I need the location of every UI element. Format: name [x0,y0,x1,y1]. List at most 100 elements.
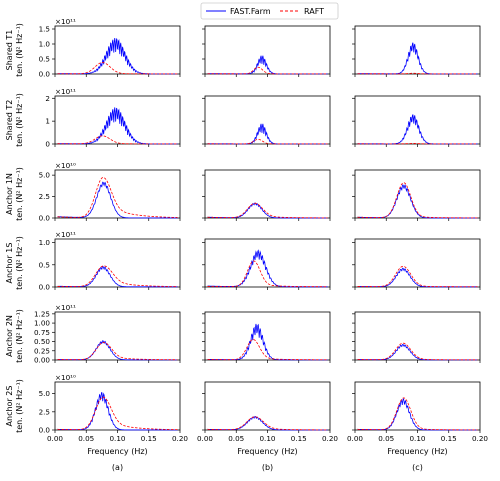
xtick-label: 0.15 [291,434,307,443]
series-fastfarm-line [57,181,178,219]
panel-frame [54,25,181,75]
xtick-label: 0.05 [228,434,244,443]
series-fastfarm-line [357,42,478,75]
ytick-label: 1.5 [39,25,50,34]
series-raft-line [207,416,328,431]
series-raft-line [357,265,478,288]
xtick-label: 0.10 [109,434,125,443]
panel-r4-c2 [352,311,481,363]
panel-r5-c0: 0.0 2.5 5.0 ×10¹⁰ 0.00 0.05 0.10 0.15 0.20 Freque… [39,373,189,472]
series-fastfarm-line [207,202,328,219]
panel-r1-c0: 0 1 2 ×10¹¹ [45,87,181,149]
series-raft-line [57,62,178,75]
ytick-label: 1.00 [34,319,50,328]
series-raft-line [207,66,328,75]
panel-r2-c0: 0.0 2.5 5.0 ×10¹⁰ [39,161,181,223]
ytick-label: 1 [45,117,50,126]
row-ylabel-line2: ten. (N² Hz⁻¹) [15,167,24,221]
ytick-label: 0.0 [39,214,51,223]
panel-r3-c1 [202,238,331,290]
xtick-label: 0.15 [141,434,157,443]
ytick-label: 1.0 [39,238,51,247]
ytick-multiplier: ×10¹⁰ [55,161,76,170]
panel-grid: Shared T1ten. (N² Hz⁻¹) 0.00.51.01.5×10¹¹… [5,17,488,472]
row-ylabel-line2: ten. (N² Hz⁻¹) [15,309,24,363]
row-ylabel-line1: Shared T1 [5,30,14,71]
ytick-label: 0.75 [34,328,50,337]
series-raft-line [357,342,478,361]
series-fastfarm-line [207,415,328,431]
ytick-label: 2.5 [39,407,50,416]
panel-r4-c1 [202,311,331,363]
ytick-label: 5.0 [39,389,51,398]
row-ylabel-5: Anchor 2Sten. (N² Hz⁻¹) [5,379,24,433]
row-ylabel-2: Anchor 1Nten. (N² Hz⁻¹) [5,167,24,221]
series-fastfarm-line [357,114,478,145]
panel-frame [54,238,181,288]
series-raft-line [57,396,178,431]
xtick-label: 0.20 [322,434,338,443]
series-fastfarm-line [57,340,178,361]
legend-frame [200,2,339,20]
panel-frame [354,311,481,361]
panel-frame [204,238,331,288]
panel-r2-c1 [202,169,331,221]
xtick-label: 0.10 [259,434,275,443]
ytick-multiplier: ×10¹¹ [55,17,76,26]
xtick-label: 0.00 [347,434,363,443]
row-ylabel-line1: Anchor 1S [5,243,14,284]
series-fastfarm-line [57,107,178,145]
series-raft-line [357,182,478,219]
column-label: (a) [112,463,123,472]
panel-r1-c1 [202,95,331,147]
panel-r3-c0: 0.0 0.5 1.0 ×10¹¹ [39,230,181,292]
ytick-label: 0.5 [39,55,50,64]
ytick-multiplier: ×10¹⁰ [55,373,76,382]
series-raft-line [207,138,328,145]
xtick-label: 0.15 [441,434,457,443]
ytick-multiplier: ×10¹¹ [55,230,76,239]
panel-frame [354,238,481,288]
xtick-label: 0.20 [472,434,488,443]
panel-r4-c0: 0.000.250.500.751.001.25 ×10¹¹ [34,303,181,365]
series-raft-line [207,339,328,361]
panel-r3-c2 [352,238,481,290]
series-fastfarm-line [207,123,328,145]
ytick-label: 0.0 [39,283,51,292]
ytick-label: 1.0 [39,40,51,49]
series-raft-line [357,397,478,431]
panel-frame [54,169,181,219]
panel-frame [204,381,331,431]
row-ylabel-line2: ten. (N² Hz⁻¹) [15,23,24,77]
xtick-label: 0.20 [172,434,188,443]
series-fastfarm-line [57,392,178,431]
series-raft-line [357,72,478,75]
legend-fastfarm-label: FAST.Farm [230,7,271,16]
ytick-label: 2 [45,94,50,103]
series-fastfarm-line [207,249,328,288]
row-ylabel-4: Anchor 2Nten. (N² Hz⁻¹) [5,309,24,363]
series-raft-line [57,135,178,145]
ytick-label: 0.50 [34,337,50,346]
panel-r5-c1: 0.00 0.05 0.10 0.15 0.20 Frequency (Hz) (b) [197,381,338,472]
panel-frame [54,311,181,361]
panel-frame [54,381,181,431]
series-raft-line [207,260,328,288]
row-ylabel-line2: ten. (N² Hz⁻¹) [15,93,24,147]
panel-frame [54,95,181,145]
legend: FAST.Farm RAFT [200,2,339,20]
ytick-label: 0.25 [34,346,50,355]
series-raft-line [57,177,178,218]
ytick-label: 2.5 [39,192,50,201]
ytick-label: 0.5 [39,260,50,269]
panel-frame [354,95,481,145]
series-fastfarm-line [57,265,178,288]
ytick-multiplier: ×10¹¹ [55,87,76,96]
row-ylabel-line1: Shared T2 [5,100,14,141]
panel-r2-c2 [352,169,481,221]
row-ylabel-0: Shared T1ten. (N² Hz⁻¹) [5,23,24,77]
series-fastfarm-line [207,323,328,361]
row-ylabel-line1: Anchor 1N [5,173,14,215]
ytick-label: 0.00 [34,356,50,365]
